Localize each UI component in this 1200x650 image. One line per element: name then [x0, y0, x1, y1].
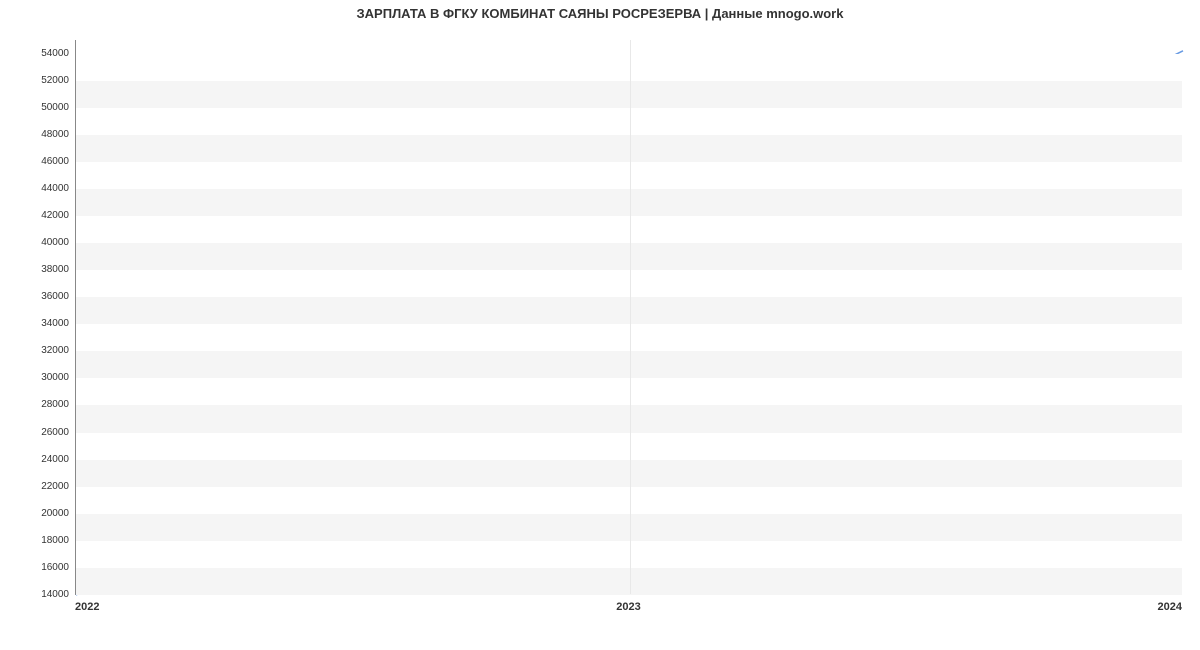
plot-area [75, 40, 1182, 595]
y-tick-label: 52000 [9, 76, 69, 86]
chart-title: ЗАРПЛАТА В ФГКУ КОМБИНАТ САЯНЫ РОСРЕЗЕРВ… [0, 6, 1200, 21]
y-tick-label: 48000 [9, 130, 69, 140]
y-tick-label: 32000 [9, 346, 69, 356]
y-tick-label: 38000 [9, 265, 69, 275]
y-tick-label: 28000 [9, 400, 69, 410]
y-tick-label: 54000 [9, 49, 69, 59]
y-tick-label: 24000 [9, 455, 69, 465]
vgrid-line [630, 40, 631, 594]
y-tick-label: 16000 [9, 563, 69, 573]
y-tick-label: 14000 [9, 590, 69, 600]
x-tick-label: 2024 [1158, 601, 1182, 613]
y-tick-label: 20000 [9, 509, 69, 519]
y-tick-label: 18000 [9, 536, 69, 546]
x-tick-label: 2022 [75, 601, 99, 613]
y-tick-label: 26000 [9, 428, 69, 438]
y-tick-label: 34000 [9, 319, 69, 329]
y-tick-label: 40000 [9, 238, 69, 248]
y-tick-label: 44000 [9, 184, 69, 194]
y-tick-label: 36000 [9, 292, 69, 302]
y-tick-label: 22000 [9, 482, 69, 492]
x-tick-label: 2023 [616, 601, 640, 613]
y-tick-label: 46000 [9, 157, 69, 167]
y-tick-label: 30000 [9, 373, 69, 383]
y-tick-label: 50000 [9, 103, 69, 113]
y-tick-label: 42000 [9, 211, 69, 221]
